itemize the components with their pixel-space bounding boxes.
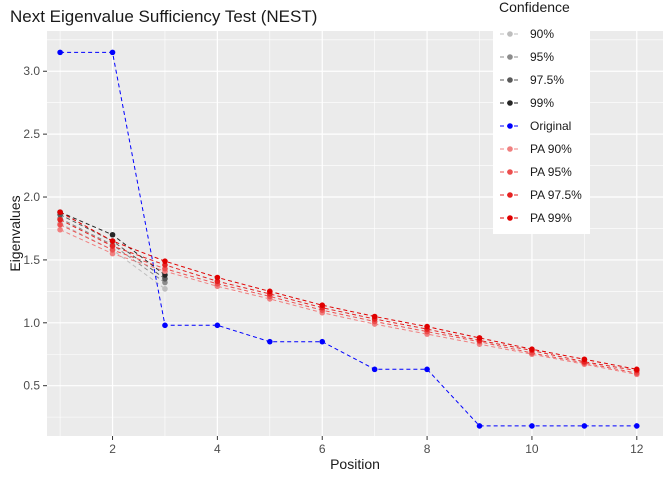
legend-item-original: Original: [500, 119, 571, 133]
series-line-pa-99: [59, 211, 637, 370]
series-layer: [57, 49, 640, 429]
legend-key-point: [507, 123, 513, 129]
data-point-original: [162, 322, 168, 329]
data-point-pa-99: [109, 238, 116, 244]
data-point-pa-99: [267, 288, 273, 295]
y-tick-label: 3.0: [23, 64, 40, 78]
legend-key-point: [507, 192, 513, 198]
legend-key-point: [507, 169, 513, 175]
legend-label: PA 99%: [530, 211, 572, 225]
data-point-original: [371, 366, 378, 373]
legend-key-point: [507, 54, 513, 60]
y-axis: 0.5 1.0 1.5 2.0 2.5 3.0: [23, 64, 47, 393]
legend: Confidence 90% 95% 97.5% 99% Original PA 90% P…: [493, 0, 590, 234]
y-tick-label: 2.5: [23, 127, 40, 141]
legend-items: 90% 95% 97.5% 99% Original PA 90% PA 95% PA 97.…: [500, 27, 582, 225]
x-tick-label: 4: [214, 442, 221, 456]
legend-label: 90%: [530, 27, 554, 41]
data-point-pa-99: [162, 258, 168, 264]
legend-label: PA 97.5%: [530, 188, 582, 202]
data-point-pa-99: [529, 346, 535, 353]
data-point-pa-99: [581, 356, 588, 363]
series-pa-99: [57, 209, 640, 373]
data-point-pa-99: [57, 209, 63, 215]
data-point-99: [109, 231, 116, 238]
data-point-original: [57, 49, 63, 56]
y-axis-title: Eigenvalues: [7, 195, 23, 271]
data-point-original: [109, 49, 116, 56]
data-point-pa-95: [57, 221, 63, 228]
data-point-original: [529, 423, 535, 429]
series-line-pa-97-5: [59, 219, 637, 372]
legend-item-pa-90: PA 90%: [500, 142, 572, 156]
data-point-original: [581, 423, 588, 429]
data-point-original: [476, 423, 483, 429]
data-point-original: [424, 366, 430, 373]
x-tick-label: 2: [109, 442, 116, 456]
data-point-original: [633, 423, 640, 429]
legend-key-point: [507, 77, 513, 83]
x-tick-label: 8: [424, 442, 431, 456]
data-point-original: [214, 322, 221, 329]
series-line-pa-95: [59, 224, 637, 374]
chart-title: Next Eigenvalue Sufficiency Test (NEST): [10, 7, 317, 26]
data-point-pa-97-5: [109, 243, 116, 249]
legend-label: Original: [530, 119, 571, 133]
data-point-pa-99: [371, 313, 378, 320]
x-tick-label: 10: [525, 442, 539, 456]
data-point-pa-99: [633, 366, 640, 373]
x-axis: 2 4 6 8 10 12: [109, 436, 644, 456]
legend-key-point: [507, 100, 513, 106]
legend-item-95: 95%: [500, 50, 554, 64]
legend-title: Confidence: [499, 0, 570, 15]
legend-label: 99%: [530, 96, 554, 110]
data-point-pa-99: [319, 302, 326, 308]
legend-item-pa-99: PA 99%: [500, 211, 572, 225]
data-point-pa-99: [214, 274, 221, 281]
x-tick-label: 12: [630, 442, 644, 456]
legend-item-pa-97-5: PA 97.5%: [500, 188, 582, 202]
y-tick-label: 2.0: [23, 190, 40, 204]
legend-item-99: 99%: [500, 96, 554, 110]
data-point-90: [162, 286, 168, 292]
x-axis-title: Position: [330, 456, 380, 472]
data-point-original: [319, 338, 326, 345]
legend-key-point: [507, 146, 513, 152]
legend-key-point: [507, 215, 513, 221]
legend-item-97-5: 97.5%: [500, 73, 564, 87]
y-tick-label: 1.0: [23, 316, 40, 330]
y-tick-label: 1.5: [23, 253, 40, 267]
legend-key-point: [507, 31, 513, 37]
legend-label: PA 95%: [530, 165, 572, 179]
legend-label: 97.5%: [530, 73, 564, 87]
data-point-pa-97-5: [57, 216, 63, 223]
data-point-original: [267, 338, 273, 345]
series-original: [57, 49, 640, 429]
legend-item-90: 90%: [500, 27, 554, 41]
data-point-pa-90: [57, 226, 63, 233]
legend-item-pa-95: PA 95%: [500, 165, 572, 179]
legend-label: 95%: [530, 50, 554, 64]
x-tick-label: 6: [319, 442, 326, 456]
legend-label: PA 90%: [530, 142, 572, 156]
series-line-original: [60, 51, 637, 427]
series-line-pa-90: [59, 229, 637, 375]
data-point-pa-99: [424, 323, 430, 330]
data-point-pa-99: [476, 335, 483, 341]
y-tick-label: 0.5: [23, 379, 40, 393]
